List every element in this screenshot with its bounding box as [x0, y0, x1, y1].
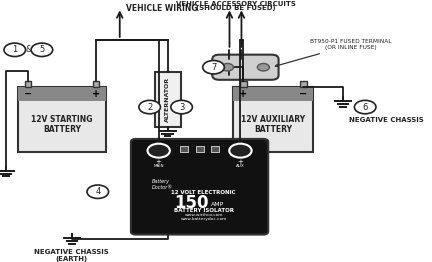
- Bar: [240, 81, 247, 87]
- Text: (SHOULD BE FUSED): (SHOULD BE FUSED): [196, 5, 275, 11]
- Circle shape: [31, 43, 53, 57]
- Bar: [233, 87, 313, 152]
- Text: +: +: [239, 89, 248, 99]
- Text: 12 VOLT ELECTRONIC: 12 VOLT ELECTRONIC: [171, 190, 236, 195]
- Bar: [233, 87, 313, 101]
- Text: AUX: AUX: [236, 164, 245, 168]
- Text: 6: 6: [362, 102, 368, 112]
- Text: 150: 150: [175, 194, 209, 212]
- Circle shape: [4, 43, 25, 57]
- Text: 1: 1: [12, 45, 17, 54]
- Text: 3: 3: [179, 102, 184, 112]
- Circle shape: [147, 144, 170, 158]
- Bar: [211, 146, 219, 152]
- Text: 4: 4: [95, 187, 100, 196]
- Text: NEGATIVE CHASSIS: NEGATIVE CHASSIS: [349, 117, 424, 123]
- Text: &: &: [25, 45, 32, 54]
- Text: MAIN: MAIN: [153, 164, 164, 168]
- Text: 7: 7: [211, 63, 216, 72]
- Bar: [18, 87, 106, 101]
- Circle shape: [139, 100, 160, 114]
- Text: VEHICLE WIRING: VEHICLE WIRING: [126, 4, 197, 13]
- Text: BT950-P1 FUSED TERMINAL
(OR INLINE FUSE): BT950-P1 FUSED TERMINAL (OR INLINE FUSE): [276, 39, 392, 67]
- Text: AMP: AMP: [211, 202, 224, 207]
- Circle shape: [354, 100, 376, 114]
- Text: NEGATIVE CHASSIS
(EARTH): NEGATIVE CHASSIS (EARTH): [35, 249, 109, 262]
- Text: VEHICLE ACCESSORY CIRCUITS: VEHICLE ACCESSORY CIRCUITS: [175, 1, 295, 7]
- Bar: [196, 146, 203, 152]
- Text: −: −: [299, 89, 308, 99]
- Text: BATTERY ISOLATOR: BATTERY ISOLATOR: [174, 208, 234, 213]
- Text: +: +: [156, 159, 162, 165]
- FancyBboxPatch shape: [212, 55, 279, 80]
- Text: 12V AUXILIARY
BATTERY: 12V AUXILIARY BATTERY: [241, 115, 305, 134]
- Text: www.batterydoc.com: www.batterydoc.com: [181, 217, 227, 221]
- Bar: [25, 81, 31, 87]
- Text: +: +: [238, 159, 243, 165]
- Circle shape: [171, 100, 192, 114]
- Text: www.wirthco.com: www.wirthco.com: [184, 213, 223, 217]
- Text: +: +: [92, 89, 100, 99]
- Bar: [155, 72, 181, 127]
- Bar: [300, 81, 307, 87]
- Circle shape: [229, 144, 251, 158]
- Text: 5: 5: [39, 45, 44, 54]
- Circle shape: [257, 63, 270, 71]
- Text: −: −: [24, 89, 32, 99]
- Circle shape: [222, 63, 233, 71]
- Text: 12V STARTING
BATTERY: 12V STARTING BATTERY: [31, 115, 92, 134]
- Text: ALTERNATOR: ALTERNATOR: [165, 77, 170, 122]
- Bar: [92, 81, 99, 87]
- Text: Battery
Doctor®: Battery Doctor®: [152, 179, 173, 190]
- Circle shape: [203, 61, 224, 74]
- Bar: [18, 87, 106, 152]
- FancyBboxPatch shape: [131, 139, 268, 234]
- Text: 2: 2: [147, 102, 152, 112]
- Bar: [180, 146, 188, 152]
- Circle shape: [87, 185, 108, 198]
